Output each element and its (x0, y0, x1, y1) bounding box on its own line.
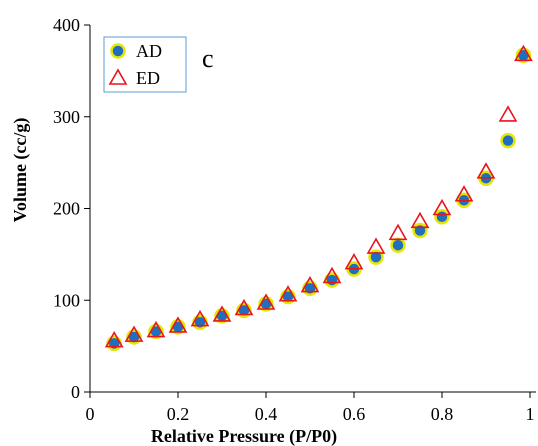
data-point-ed (454, 185, 474, 202)
data-point-ad (106, 335, 122, 352)
data-point-ed (410, 211, 430, 229)
data-point-ed (124, 325, 144, 342)
y-tick-label: 100 (53, 290, 80, 310)
y-tick-label: 200 (53, 199, 80, 219)
data-point-ed (168, 316, 188, 333)
y-tick-label: 300 (53, 107, 80, 127)
legend-marker-ad (110, 43, 126, 59)
x-tick-label: 0.6 (343, 404, 366, 424)
data-point-ed (256, 293, 276, 310)
data-point-ed (514, 44, 533, 62)
data-series (104, 44, 533, 352)
data-point-ed (322, 266, 342, 284)
panel-label: c (202, 44, 214, 73)
data-point-ed (344, 253, 364, 270)
y-tick-label: 0 (71, 382, 80, 402)
data-point-ed (498, 105, 518, 122)
data-point-ed (190, 309, 210, 327)
data-point-ad (390, 237, 406, 253)
x-axis-label: Relative Pressure (P/P0) (151, 426, 337, 446)
data-point-ed (104, 331, 124, 348)
y-axis-ticks: 0 100 200 300 400 (53, 15, 90, 402)
data-point-ed (432, 198, 452, 216)
series-ad (106, 47, 532, 352)
y-tick-label: 400 (53, 15, 80, 35)
data-point-ed (212, 305, 232, 322)
legend-label-ed: ED (136, 68, 160, 88)
data-point-ad (192, 314, 208, 331)
x-axis-ticks: 0 0.2 0.4 0.6 0.8 1 (86, 392, 535, 424)
data-point-ed (234, 298, 254, 316)
x-tick-label: 1 (526, 404, 535, 424)
data-point-ad (500, 132, 516, 149)
x-tick-label: 0.8 (431, 404, 454, 424)
x-tick-label: 0.2 (167, 404, 190, 424)
data-point-ed (278, 285, 298, 302)
data-point-ed (388, 223, 408, 241)
x-tick-label: 0 (86, 404, 95, 424)
data-point-ed (146, 320, 166, 338)
data-point-ed (476, 162, 496, 179)
x-tick-label: 0.4 (255, 404, 278, 424)
data-point-ad (412, 222, 428, 239)
data-point-ad (368, 249, 384, 265)
y-axis-label: Volume (cc/g) (10, 118, 31, 223)
legend: AD ED (103, 36, 187, 93)
data-point-ad (302, 280, 318, 297)
legend-marker-ed (108, 68, 128, 85)
data-point-ad (434, 209, 450, 225)
data-point-ed (300, 275, 320, 293)
series-ed (104, 44, 533, 348)
legend-label-ad: AD (136, 41, 162, 61)
data-point-ed (366, 237, 386, 254)
